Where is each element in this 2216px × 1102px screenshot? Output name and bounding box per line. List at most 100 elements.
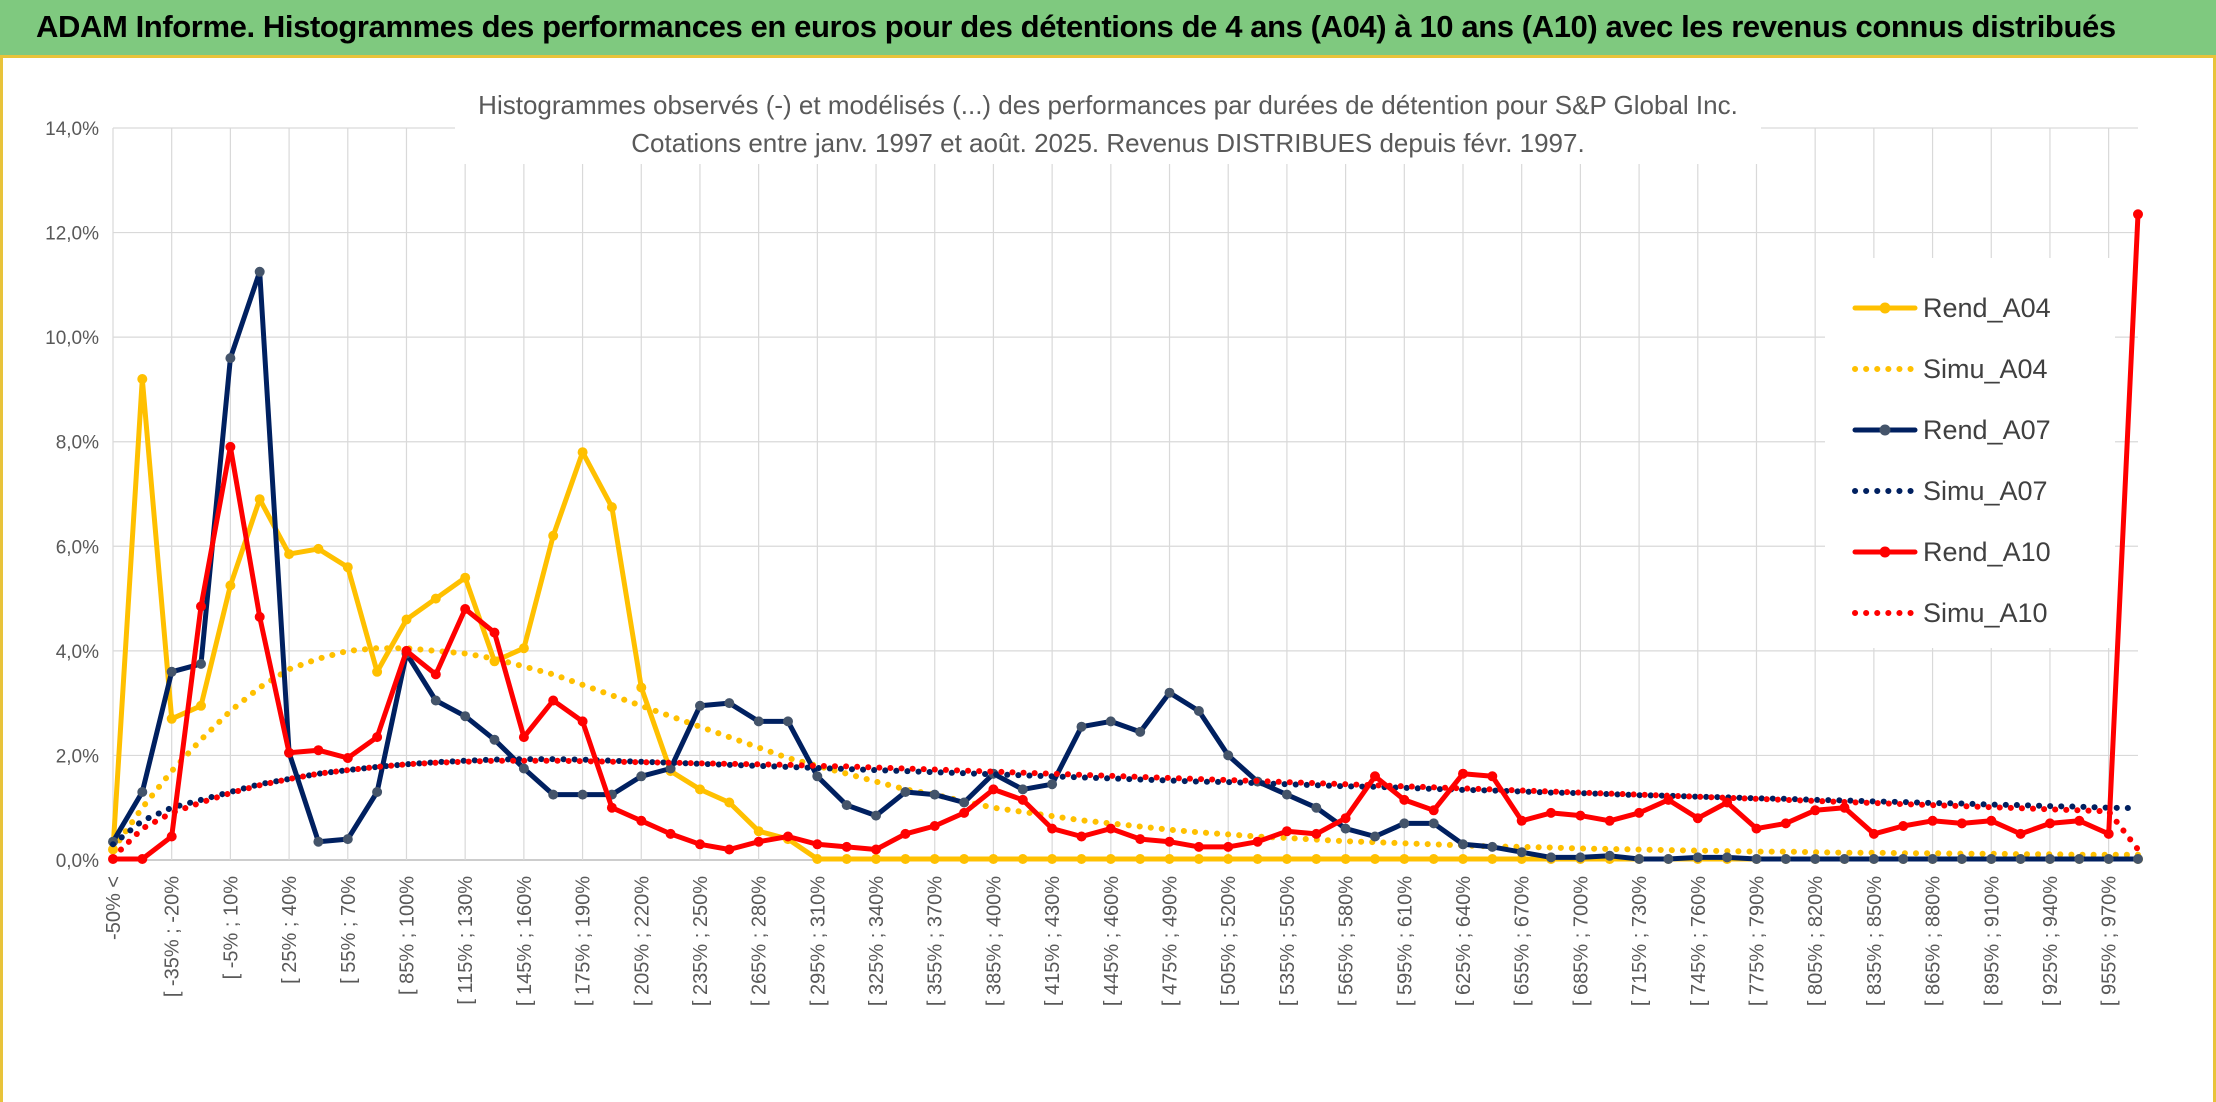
x-tick-label: [ 595% ; 610% — [1394, 876, 1416, 1006]
data-point-rend-a04 — [1428, 854, 1439, 864]
series-lines — [108, 209, 2143, 864]
data-point-rend-a07 — [900, 787, 911, 797]
data-point-rend-a04 — [1487, 854, 1498, 864]
x-tick-label: [ 235% ; 250% — [690, 876, 712, 1006]
data-point-rend-a07 — [1458, 839, 1468, 850]
data-point-rend-a07 — [1340, 823, 1351, 834]
data-point-rend-a07 — [1575, 852, 1586, 863]
data-point-rend-a07 — [1898, 854, 1909, 864]
data-point-rend-a04 — [1340, 854, 1351, 864]
data-point-rend-a07 — [1663, 854, 1674, 864]
data-point-rend-a04 — [753, 826, 764, 837]
legend-marker — [1879, 302, 1891, 314]
data-point-rend-a04 — [1281, 854, 1292, 864]
data-point-rend-a10 — [783, 831, 793, 842]
data-point-rend-a07 — [1604, 850, 1615, 861]
data-point-rend-a10 — [959, 807, 970, 818]
data-point-rend-a10 — [1370, 771, 1380, 782]
data-point-rend-a07 — [636, 771, 647, 782]
data-point-rend-a07 — [1311, 802, 1322, 813]
data-point-rend-a07 — [2045, 854, 2055, 864]
data-point-rend-a07 — [871, 810, 881, 821]
data-point-rend-a10 — [1193, 841, 1204, 852]
legend-marker — [1879, 546, 1891, 558]
data-point-rend-a07 — [372, 787, 383, 797]
data-point-rend-a10 — [1634, 807, 1645, 818]
data-point-rend-a07 — [1692, 852, 1703, 863]
data-point-rend-a04 — [988, 854, 999, 864]
legend-label-simu-a04: Simu_A04 — [1923, 354, 2048, 384]
data-point-rend-a04 — [342, 562, 353, 573]
data-point-rend-a04 — [695, 784, 705, 795]
data-point-rend-a10 — [548, 695, 559, 706]
data-point-rend-a10 — [1399, 794, 1410, 805]
data-point-rend-a10 — [1311, 828, 1322, 839]
data-point-rend-a10 — [1986, 815, 1997, 826]
data-point-rend-a04 — [1399, 854, 1410, 864]
data-point-rend-a10 — [372, 732, 383, 743]
data-point-rend-a10 — [1575, 810, 1586, 821]
data-point-rend-a07 — [1135, 726, 1146, 737]
chart-title-group: Histogrammes observés (-) et modélisés (… — [455, 84, 1761, 164]
data-point-rend-a07 — [1428, 818, 1439, 829]
data-point-rend-a04 — [1223, 854, 1234, 864]
data-point-rend-a07 — [1810, 854, 1821, 864]
data-point-rend-a07 — [1839, 854, 1850, 864]
x-tick-label: [ 25% ; 40% — [279, 876, 301, 984]
data-point-rend-a10 — [196, 601, 206, 612]
data-point-rend-a10 — [284, 747, 295, 758]
data-point-rend-a07 — [1281, 789, 1292, 800]
data-point-rend-a07 — [2074, 854, 2085, 864]
data-point-rend-a04 — [225, 580, 236, 591]
data-point-rend-a10 — [1516, 815, 1527, 826]
data-point-rend-a07 — [1017, 784, 1028, 795]
y-tick-label: 6,0% — [56, 537, 99, 558]
x-tick-label: [ 115% ; 130% — [455, 876, 477, 1005]
chart-subtitle: Cotations entre janv. 1997 et août. 2025… — [631, 128, 1584, 158]
x-tick-label: [ 685% ; 700% — [1570, 876, 1592, 1006]
x-tick-label: [ 925% ; 940% — [2040, 876, 2062, 1006]
y-tick-label: 0,0% — [56, 851, 99, 872]
data-point-rend-a07 — [812, 771, 823, 782]
data-point-rend-a10 — [2103, 828, 2114, 839]
data-point-rend-a07 — [1164, 687, 1175, 698]
data-point-rend-a04 — [401, 614, 412, 625]
data-point-rend-a10 — [988, 784, 999, 795]
legend-label-rend-a10: Rend_A10 — [1923, 537, 2051, 567]
data-point-rend-a07 — [1193, 706, 1204, 716]
data-point-rend-a07 — [342, 834, 353, 845]
data-point-rend-a10 — [1076, 831, 1087, 842]
data-point-rend-a07 — [225, 353, 236, 364]
data-point-rend-a10 — [1487, 771, 1498, 782]
data-point-rend-a07 — [1927, 854, 1938, 864]
x-tick-label: [ 865% ; 880% — [1923, 876, 1945, 1006]
data-point-rend-a07 — [724, 698, 735, 709]
data-point-rend-a04 — [724, 797, 735, 808]
x-tick-label: [ -35% ; -20% — [162, 876, 184, 997]
data-point-rend-a04 — [137, 374, 148, 384]
data-point-rend-a10 — [313, 745, 324, 756]
data-point-rend-a10 — [2015, 828, 2026, 839]
x-tick-label: [ 205% ; 220% — [631, 876, 653, 1006]
data-point-rend-a04 — [1164, 854, 1175, 864]
x-tick-label: [ 895% ; 910% — [1981, 876, 2003, 1006]
data-point-rend-a10 — [1017, 794, 1028, 805]
data-point-rend-a07 — [1634, 854, 1645, 864]
series-line-simu-a10 — [110, 757, 2141, 861]
legend-label-simu-a07: Simu_A07 — [1923, 476, 2048, 506]
data-point-rend-a07 — [137, 787, 148, 797]
data-point-rend-a10 — [841, 841, 852, 852]
data-point-rend-a07 — [254, 266, 265, 277]
data-point-rend-a07 — [841, 800, 852, 811]
x-axis-tick-labels: -50% < [ -35% ; -20% [ -5% ; 10% [ 25% ; 40… — [103, 876, 2121, 1006]
data-point-rend-a10 — [1135, 834, 1146, 845]
data-point-rend-a10 — [1780, 818, 1791, 829]
data-point-rend-a10 — [665, 828, 676, 839]
data-point-rend-a07 — [929, 789, 940, 800]
data-point-rend-a07 — [1047, 779, 1058, 790]
series-line-simu-a07 — [110, 756, 2141, 848]
data-point-rend-a10 — [1164, 836, 1175, 847]
data-point-rend-a10 — [871, 844, 881, 855]
x-tick-label: [ 55% ; 70% — [338, 876, 360, 984]
data-point-rend-a07 — [1956, 854, 1967, 864]
